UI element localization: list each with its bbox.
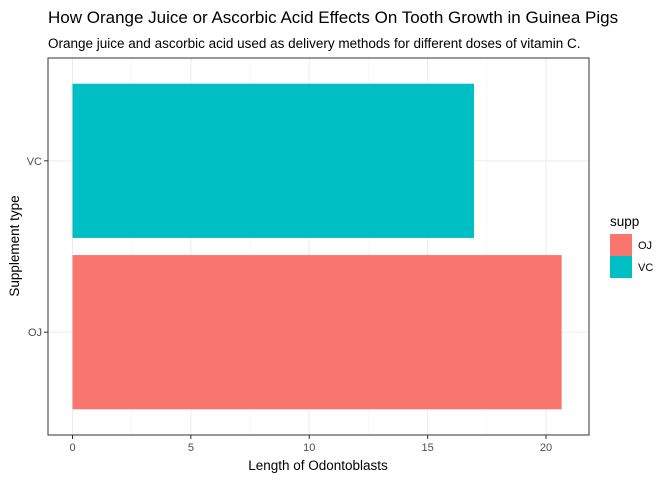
chart-title: How Orange Juice or Ascorbic Acid Effect… bbox=[48, 8, 618, 27]
legend-key-vc bbox=[610, 256, 632, 278]
y-tick-label-vc: VC bbox=[27, 156, 42, 168]
legend-label-oj: OJ bbox=[638, 240, 652, 252]
legend-title: supp bbox=[610, 214, 639, 229]
y-tick-label-oj: OJ bbox=[28, 327, 42, 339]
x-tick-label: 0 bbox=[69, 442, 75, 454]
x-tick-label: 10 bbox=[303, 442, 315, 454]
legend-label-vc: VC bbox=[638, 262, 653, 274]
bars bbox=[72, 83, 562, 410]
x-tick-label: 15 bbox=[422, 442, 434, 454]
plot-panel bbox=[47, 57, 590, 436]
x-tick-label: 5 bbox=[188, 442, 194, 454]
bar-oj bbox=[72, 255, 562, 410]
y-axis-title: Supplement type bbox=[7, 195, 22, 296]
axes: 0 5 10 15 20 OJ VC bbox=[27, 156, 552, 454]
legend: supp OJ VC bbox=[610, 214, 653, 278]
chart-subtitle: Orange juice and ascorbic acid used as d… bbox=[48, 36, 581, 51]
legend-key-oj bbox=[610, 234, 632, 256]
x-tick-label: 20 bbox=[540, 442, 552, 454]
bar-vc bbox=[72, 83, 475, 238]
x-axis-title: Length of Odontoblasts bbox=[248, 458, 388, 473]
